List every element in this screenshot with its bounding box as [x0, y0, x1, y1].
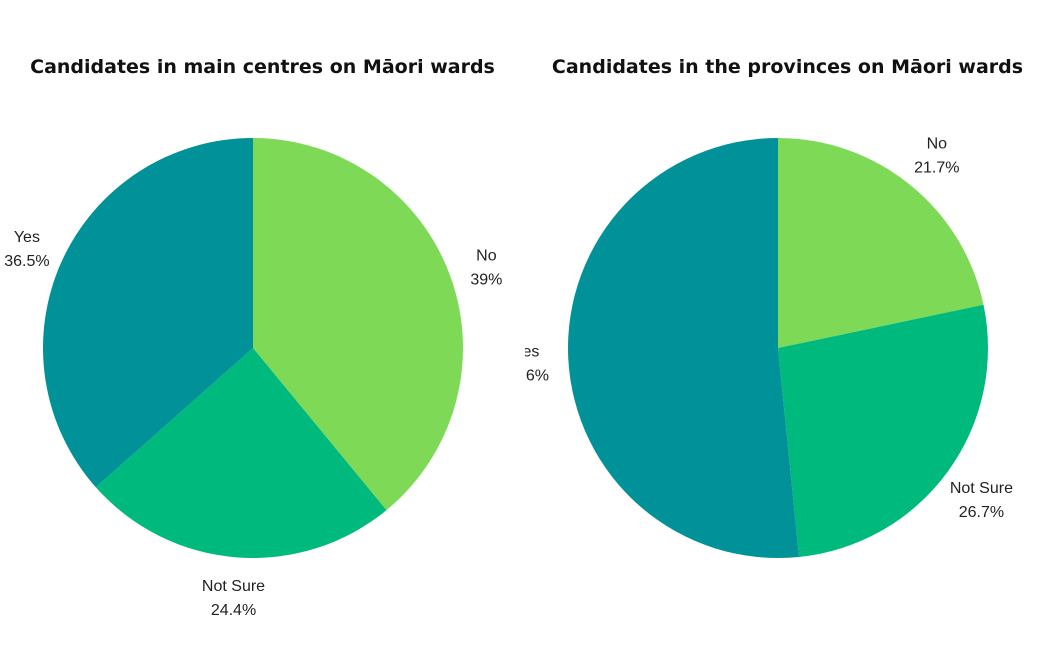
slice-category-label: Not Sure — [950, 480, 1013, 497]
chart-title: Candidates in the provinces on Māori war… — [551, 56, 1024, 78]
slice-category-label: No — [476, 247, 497, 264]
slice-value-label: 51.6% — [525, 368, 549, 385]
slice-category-label: Yes — [14, 229, 40, 246]
slice-label-no: No 21.7% — [914, 135, 959, 176]
pie-slice-yes — [43, 138, 253, 488]
slice-category-label: No — [927, 135, 948, 152]
slice-label-not-sure: Not Sure 26.7% — [950, 480, 1013, 521]
slice-value-label: 24.4% — [211, 602, 256, 619]
slice-value-label: 36.5% — [4, 253, 49, 270]
pie-chart-provinces: No 21.7% Not Sure 26.7% Yes 51.6% — [525, 135, 1013, 558]
pie-slice-yes — [568, 138, 800, 558]
chart-main-centres: Candidates in main centres on Māori ward… — [4, 56, 502, 619]
pie-chart-main-centres: No 39% Not Sure 24.4% Yes 36.5% — [4, 138, 502, 619]
pie-slice-no — [253, 138, 464, 511]
pie-slice-no — [778, 138, 984, 348]
slice-value-label: 39% — [470, 271, 502, 288]
slice-category-label: Yes — [525, 344, 539, 361]
slice-category-label: Not Sure — [202, 578, 265, 595]
pie-slice-not-sure — [778, 304, 988, 557]
slice-value-label: 21.7% — [914, 159, 959, 176]
slice-value-label: 26.7% — [959, 504, 1004, 521]
chart-provinces: Candidates in the provinces on Māori war… — [525, 0, 1050, 656]
slice-label-yes: Yes 36.5% — [4, 229, 49, 270]
chart-title: Candidates in main centres on Māori ward… — [30, 56, 495, 78]
slice-label-yes: Yes 51.6% — [525, 344, 549, 385]
slice-label-no: No 39% — [470, 247, 502, 288]
pie-slice-not-sure — [95, 348, 387, 559]
slice-label-not-sure: Not Sure 24.4% — [202, 578, 265, 619]
